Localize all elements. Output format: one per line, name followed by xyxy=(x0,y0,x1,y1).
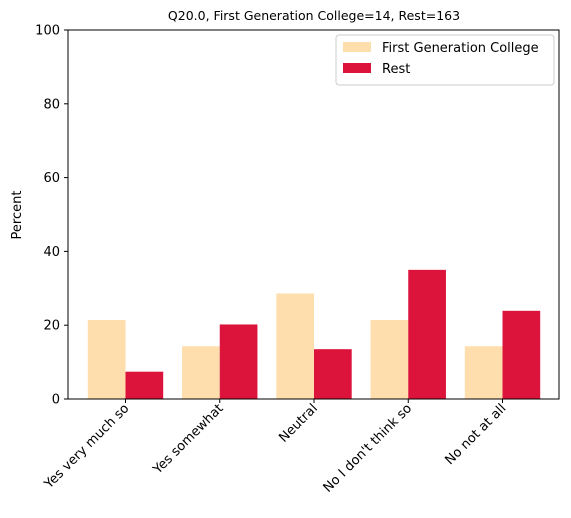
bar-rest xyxy=(408,269,446,399)
x-tick-label: No I don't think so xyxy=(321,401,416,496)
bar-rest xyxy=(314,349,352,399)
bar-first-generation-college xyxy=(464,346,503,399)
x-tick-label: Neutral xyxy=(276,401,321,446)
plot-frame xyxy=(67,29,560,400)
legend: First Generation College Rest xyxy=(335,34,555,86)
legend-swatch-rest xyxy=(343,63,371,73)
bars-group xyxy=(87,269,541,399)
bar-first-generation-college xyxy=(276,293,314,399)
bar-first-generation-college xyxy=(370,320,409,399)
legend-swatch-first-generation-college xyxy=(343,42,371,52)
bar-first-generation-college xyxy=(87,320,126,399)
y-tick-label: 80 xyxy=(43,97,60,112)
y-tick-label: 100 xyxy=(35,24,60,39)
y-axis: 0 20 40 60 80 100 xyxy=(35,24,68,408)
y-tick-label: 20 xyxy=(43,319,60,334)
legend-box xyxy=(335,34,555,86)
y-axis-label: Percent xyxy=(10,191,25,240)
bar-rest xyxy=(502,310,541,399)
y-tick-label: 60 xyxy=(43,171,60,186)
bar-first-generation-college xyxy=(182,346,220,399)
y-tick-label: 0 xyxy=(52,393,60,408)
x-tick-label: Yes very much so xyxy=(41,401,132,492)
x-tick-label: No not at all xyxy=(442,401,509,468)
x-axis: Yes very much so Yes somewhat Neutral No I … xyxy=(41,399,509,496)
chart-title: Q20.0, First Generation College=14, Rest… xyxy=(168,8,460,23)
bar-rest xyxy=(219,324,258,399)
y-tick-label: 40 xyxy=(43,245,60,260)
x-tick-label: Yes somewhat xyxy=(150,401,227,478)
bar-rest xyxy=(125,371,164,399)
legend-label-rest: Rest xyxy=(382,62,410,77)
legend-label-first-generation-college: First Generation College xyxy=(382,41,539,56)
